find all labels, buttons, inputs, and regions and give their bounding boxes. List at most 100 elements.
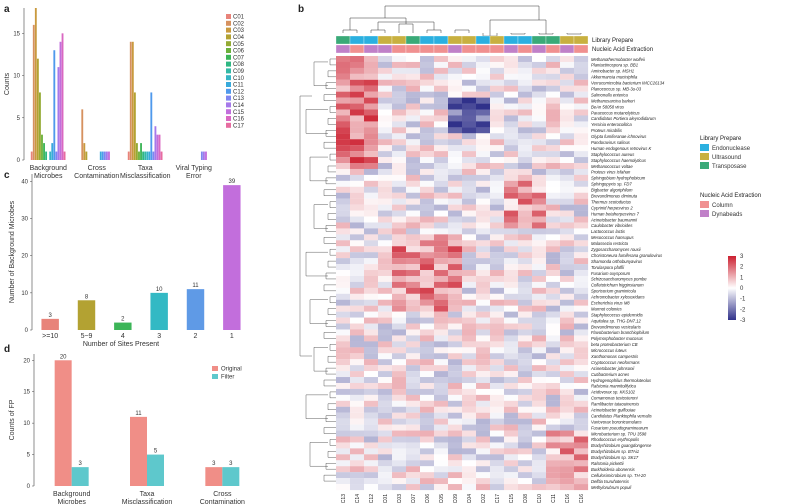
panel-b-heatmap-cell xyxy=(518,287,533,294)
panel-b-heatmap-cell xyxy=(532,400,547,407)
panel-a-bar xyxy=(152,151,155,160)
panel-b-heatmap-cell xyxy=(406,347,421,354)
panel-b-heatmap-cell xyxy=(462,347,477,354)
panel-b-heatmap-cell xyxy=(336,186,351,193)
panel-b-heatmap-cell xyxy=(560,484,575,491)
panel-b-heatmap-cell xyxy=(546,61,561,68)
panel-b-heatmap-cell xyxy=(448,103,463,110)
panel-b-heatmap-cell xyxy=(378,305,393,312)
panel-b-heatmap-cell xyxy=(476,139,491,146)
panel-b-heatmap-cell xyxy=(476,79,491,86)
panel-b-heatmap-cell xyxy=(378,79,393,86)
panel-b-heatmap-cell xyxy=(448,85,463,92)
panel-b-heatmap-cell xyxy=(434,472,449,479)
panel-b-heatmap-cell xyxy=(490,305,505,312)
panel-b-heatmap-cell xyxy=(420,311,435,318)
panel-b-heatmap-cell xyxy=(518,109,533,116)
panel-b-heatmap-cell xyxy=(462,311,477,318)
panel-b-heatmap-cell xyxy=(420,341,435,348)
panel-b-heatmap-cell xyxy=(392,382,407,390)
panel-b-heatmap-cell xyxy=(574,61,589,68)
panel-b-heatmap-cell xyxy=(532,139,547,146)
panel-b-heatmap-cell xyxy=(420,121,435,128)
panel-b-heatmap-cell xyxy=(462,382,477,390)
panel-b-heatmap-cell xyxy=(392,133,407,140)
panel-b-heatmap-cell xyxy=(448,311,463,318)
panel-b-heatmap-cell xyxy=(448,484,463,491)
panel-b-heatmap-cell xyxy=(532,258,547,265)
panel-b-heatmap-cell xyxy=(490,163,505,170)
panel-b-row-dendrogram xyxy=(327,451,336,458)
panel-a-legend-label: C06 xyxy=(233,49,245,55)
panel-b-heatmap-cell xyxy=(406,382,421,390)
panel-a-bar xyxy=(53,50,56,160)
panel-b-heatmap-cell xyxy=(420,353,435,360)
panel-b-heatmap-cell xyxy=(462,133,477,140)
panel-b-heatmap-cell xyxy=(574,234,589,241)
panel-b-heatmap-cell xyxy=(518,377,533,384)
panel-b-track-cell xyxy=(461,35,477,45)
panel-b-heatmap-cell xyxy=(364,139,379,146)
panel-b-heatmap-cell xyxy=(476,85,491,92)
panel-b-row-dendrogram xyxy=(309,299,328,324)
panel-a-legend-label: C01 xyxy=(233,15,245,21)
panel-b-heatmap-cell xyxy=(434,204,449,211)
panel-b-heatmap-cell xyxy=(378,109,393,116)
panel-b-heatmap-cell xyxy=(420,198,435,205)
panel-b-heatmap-cell xyxy=(350,264,365,271)
panel-b-heatmap-cell xyxy=(364,371,379,378)
panel-b-heatmap-cell xyxy=(462,377,477,384)
panel-b-heatmap-cell xyxy=(434,145,449,152)
panel-b-heatmap-cell xyxy=(476,133,491,140)
panel-b-heatmap-cell xyxy=(336,258,351,265)
panel-b-heatmap-cell xyxy=(560,103,575,110)
panel-b-heatmap-cell xyxy=(350,61,365,68)
panel-b-heatmap-cell xyxy=(490,139,505,146)
panel-b-heatmap-cell xyxy=(448,174,463,181)
panel-b-row-label: Cutibacterium acnes xyxy=(591,372,630,377)
panel-b-heatmap-cell xyxy=(392,341,407,348)
panel-b-heatmap-cell xyxy=(448,252,463,259)
panel-b-row-dendrogram xyxy=(327,213,336,220)
panel-b-heatmap-cell xyxy=(518,168,533,176)
panel-b-heatmap-cell xyxy=(476,400,491,407)
panel-b-heatmap-cell xyxy=(518,418,533,425)
panel-b-heatmap-cell xyxy=(504,246,519,253)
panel-b-heatmap-cell xyxy=(406,430,421,437)
panel-b-heatmap-cell xyxy=(406,478,421,485)
panel-b-heatmap-cell xyxy=(504,436,519,443)
panel-b-heatmap-cell xyxy=(476,359,491,366)
panel-b-heatmap-cell xyxy=(420,305,435,312)
panel-b-heatmap-cell xyxy=(336,240,351,247)
panel-b-heatmap-cell xyxy=(560,145,575,152)
panel-b-heatmap-cell xyxy=(546,365,561,372)
panel-b-heatmap-cell xyxy=(518,139,533,146)
panel-b-heatmap-cell xyxy=(448,377,463,384)
panel-b-track-cell xyxy=(545,35,561,45)
panel-b-heatmap-cell xyxy=(350,204,365,211)
panel-b-heatmap-cell xyxy=(434,180,449,187)
panel-b-heatmap-cell xyxy=(420,293,435,300)
panel-b-row-dendrogram xyxy=(323,189,336,196)
panel-b-heatmap-cell xyxy=(462,174,477,181)
panel-b-heatmap-cell xyxy=(434,73,449,80)
panel-b-heatmap-cell xyxy=(364,67,379,74)
panel-b-heatmap-cell xyxy=(532,97,547,104)
panel-b-heatmap-cell xyxy=(462,436,477,443)
panel-b-heatmap-cell xyxy=(336,418,351,425)
panel-b-heatmap-cell xyxy=(574,264,589,271)
panel-b-heatmap-cell xyxy=(406,73,421,80)
panel-b-heatmap-cell xyxy=(434,198,449,205)
panel-b-row-label: Proteus virus Isfahan xyxy=(591,170,631,175)
panel-b-heatmap-cell xyxy=(350,293,365,300)
panel-b-heatmap-cell xyxy=(448,234,463,241)
panel-b-heatmap-cell xyxy=(546,371,561,378)
panel-b-heatmap-cell xyxy=(518,210,533,217)
panel-b-heatmap-cell xyxy=(378,67,393,74)
panel-b-heatmap-cell xyxy=(364,115,379,122)
panel-b-row-dendrogram xyxy=(329,201,336,208)
panel-b-heatmap-cell xyxy=(504,204,519,211)
panel-b-heatmap-cell xyxy=(392,478,407,485)
panel-b-heatmap-cell xyxy=(560,281,575,288)
panel-b-heatmap-cell xyxy=(350,299,365,306)
